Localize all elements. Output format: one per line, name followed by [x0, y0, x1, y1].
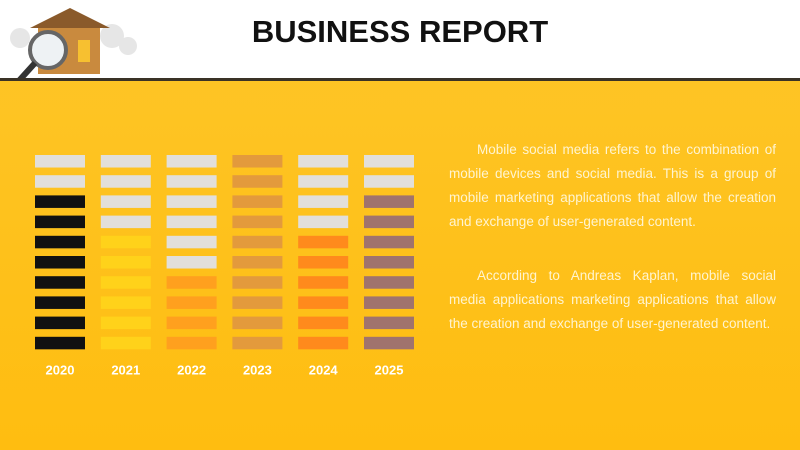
- filled-block: [35, 296, 85, 309]
- filled-block: [100, 316, 151, 330]
- empty-block: [35, 175, 85, 188]
- filled-block: [232, 336, 283, 350]
- empty-block: [298, 175, 349, 188]
- filled-block: [364, 316, 414, 330]
- filled-block: [35, 276, 85, 289]
- x-tick-label: 2022: [177, 362, 206, 377]
- empty-block: [364, 175, 414, 188]
- filled-block: [298, 276, 349, 289]
- filled-block: [100, 256, 151, 269]
- filled-block: [166, 316, 217, 330]
- filled-block: [364, 276, 414, 289]
- header: BUSINESS REPORT: [0, 0, 800, 81]
- filled-block: [35, 235, 85, 249]
- block-column: [298, 235, 349, 350]
- paragraph: According to Andreas Kaplan, mobile soci…: [449, 268, 776, 331]
- filled-block: [364, 296, 414, 309]
- filled-block: [100, 276, 151, 289]
- empty-block: [298, 155, 349, 168]
- empty-block: [166, 215, 217, 229]
- paragraph: Mobile social media refers to the combin…: [449, 142, 776, 229]
- filled-block: [232, 296, 283, 309]
- empty-block: [166, 195, 217, 208]
- empty-block: [298, 195, 349, 208]
- filled-block: [166, 276, 217, 289]
- filled-block: [298, 235, 349, 249]
- filled-block: [298, 336, 349, 350]
- filled-block: [364, 336, 414, 350]
- block-column: [364, 195, 414, 350]
- x-tick-label: 2024: [309, 362, 339, 377]
- empty-block: [298, 215, 349, 229]
- filled-block: [100, 296, 151, 309]
- filled-block: [35, 336, 85, 350]
- filled-block: [232, 215, 283, 229]
- filled-block: [166, 296, 217, 309]
- empty-block: [364, 155, 414, 168]
- filled-block: [232, 155, 283, 168]
- filled-block: [100, 235, 151, 249]
- filled-block: [35, 195, 85, 208]
- block-column: [35, 195, 85, 350]
- x-tick-label: 2023: [243, 362, 272, 377]
- filled-block: [298, 296, 349, 309]
- house-icon: [10, 8, 137, 78]
- empty-block: [100, 195, 151, 208]
- x-tick-label: 2020: [46, 362, 75, 377]
- filled-block: [166, 336, 217, 350]
- filled-block: [364, 256, 414, 269]
- text-block: Mobile social media refers to the combin…: [449, 138, 776, 366]
- filled-block: [35, 256, 85, 269]
- filled-block: [232, 316, 283, 330]
- empty-block: [166, 235, 217, 249]
- x-tick-label: 2025: [375, 362, 404, 377]
- filled-block: [298, 256, 349, 269]
- block-column: [100, 235, 151, 350]
- x-tick-label: 2021: [111, 362, 140, 377]
- empty-block: [100, 175, 151, 188]
- filled-block: [364, 235, 414, 249]
- filled-block: [232, 276, 283, 289]
- filled-block: [232, 175, 283, 188]
- empty-block: [166, 175, 217, 188]
- filled-block: [100, 336, 151, 350]
- filled-block: [364, 195, 414, 208]
- filled-block: [232, 195, 283, 208]
- empty-block: [166, 155, 217, 168]
- filled-block: [35, 316, 85, 330]
- filled-block: [298, 316, 349, 330]
- filled-block: [364, 215, 414, 229]
- empty-block: [35, 155, 85, 168]
- filled-block: [35, 215, 85, 229]
- empty-block: [166, 256, 217, 269]
- empty-block: [100, 155, 151, 168]
- empty-block: [100, 215, 151, 229]
- filled-block: [232, 256, 283, 269]
- chart: 2020 2021 2022 2023 2024 2025: [35, 155, 414, 377]
- block-column: [232, 155, 283, 350]
- title: BUSINESS REPORT: [251, 14, 549, 49]
- block-column: [166, 276, 217, 350]
- filled-block: [232, 235, 283, 249]
